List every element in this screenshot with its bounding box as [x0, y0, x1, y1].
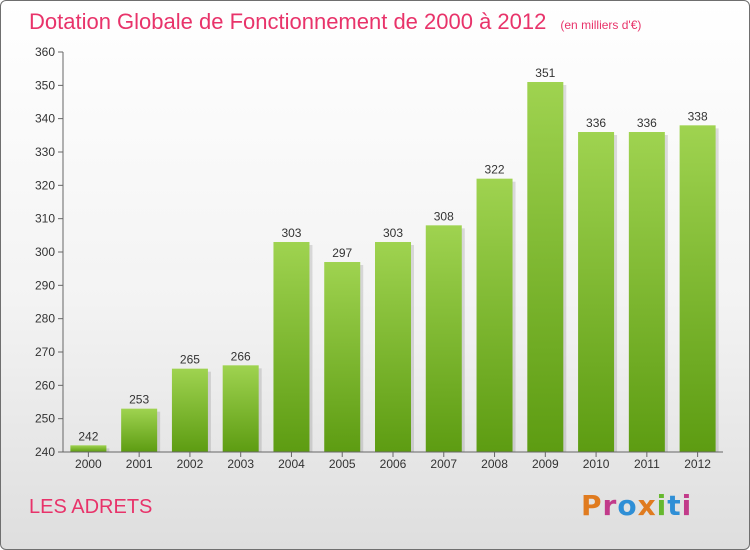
bar — [476, 178, 513, 452]
logo-letter: t — [667, 489, 682, 522]
x-axis: 2000 2001 2002 2003 2004 2005 2006 2007 2008 2009… — [63, 451, 723, 471]
y-tick-label: 270 — [35, 345, 55, 359]
data-label: 351 — [535, 66, 555, 80]
data-label: 303 — [383, 226, 403, 240]
y-tick-label: 250 — [35, 412, 55, 426]
data-label: 308 — [434, 209, 454, 223]
chart-title-block: Dotation Globale de Fonctionnement de 20… — [29, 9, 641, 35]
logo-letter: i — [656, 489, 668, 522]
x-tick-label: 2009 — [532, 457, 559, 471]
logo-letter: x — [637, 489, 657, 522]
data-label: 266 — [231, 349, 251, 363]
unit-note: (en milliers d'€) — [560, 18, 642, 32]
data-label: 336 — [637, 116, 657, 130]
y-tick-label: 320 — [35, 178, 55, 192]
bar — [70, 445, 107, 452]
data-label: 253 — [129, 393, 149, 407]
logo-letter: i — [681, 489, 693, 522]
x-tick-label: 2011 — [634, 457, 660, 471]
y-tick-label: 340 — [35, 112, 55, 126]
x-tick-label: 2010 — [583, 457, 610, 471]
y-tick-label: 330 — [35, 145, 55, 159]
x-tick-label: 2012 — [684, 457, 711, 471]
data-label: 242 — [78, 429, 98, 443]
bar — [679, 125, 716, 452]
y-tick-label: 360 — [35, 45, 55, 59]
y-axis: 240 250 260 270 280 290 300 310 320 330 340 350 360 — [35, 45, 64, 459]
bar — [527, 82, 564, 452]
y-tick-label: 280 — [35, 312, 55, 326]
bar — [171, 368, 208, 452]
bar — [628, 132, 665, 452]
x-tick-label: 2006 — [380, 457, 407, 471]
y-tick-label: 260 — [35, 378, 55, 392]
proxiti-logo[interactable]: Proxiti — [581, 489, 692, 522]
chart-title: Dotation Globale de Fonctionnement de 20… — [29, 9, 547, 34]
logo-letter: P — [581, 489, 603, 522]
bar — [222, 365, 259, 452]
logo-letter: o — [617, 489, 638, 522]
commune-name: LES ADRETS — [29, 496, 153, 518]
y-tick-label: 310 — [35, 212, 55, 226]
logo-letter: r — [602, 489, 618, 522]
x-tick-label: 2003 — [227, 457, 254, 471]
data-label: 303 — [281, 226, 301, 240]
y-tick-label: 350 — [35, 78, 55, 92]
data-label: 322 — [485, 163, 505, 177]
x-tick-label: 2005 — [329, 457, 356, 471]
data-label: 336 — [586, 116, 606, 130]
data-label: 338 — [688, 109, 708, 123]
bar — [425, 225, 462, 452]
x-tick-label: 2007 — [430, 457, 457, 471]
bar — [273, 242, 310, 452]
x-tick-label: 2001 — [126, 457, 153, 471]
data-label: 265 — [180, 353, 200, 367]
bar — [375, 242, 411, 452]
data-label: 297 — [332, 246, 352, 260]
x-tick-label: 2002 — [177, 457, 204, 471]
bar — [324, 262, 361, 452]
y-tick-label: 300 — [35, 245, 55, 259]
bar — [121, 408, 158, 452]
y-tick-label: 240 — [35, 445, 55, 459]
x-tick-label: 2000 — [75, 457, 102, 471]
bar — [578, 132, 615, 452]
x-tick-label: 2008 — [481, 457, 508, 471]
x-tick-label: 2004 — [278, 457, 305, 471]
y-tick-label: 290 — [35, 278, 55, 292]
bars-group: 242 253 265 266 303 297 303 308 322 351 336 336 338 — [70, 66, 719, 452]
